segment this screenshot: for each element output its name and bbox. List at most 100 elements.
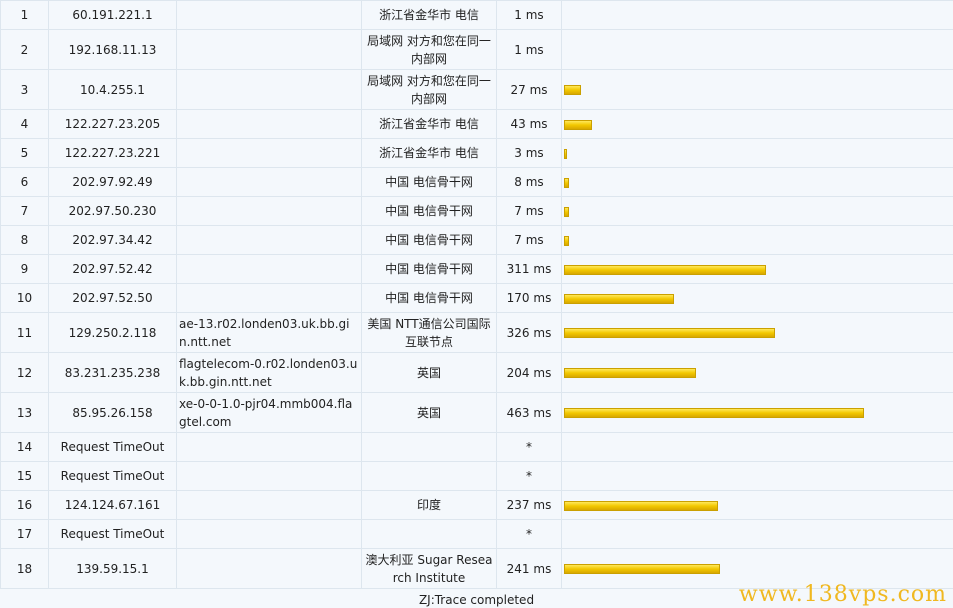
hop-location: 中国 电信骨干网 (361, 167, 497, 197)
hop-time: 241 ms (496, 548, 562, 589)
hop-ip: 129.250.2.118 (48, 312, 177, 353)
hop-number: 10 (0, 283, 49, 313)
latency-bar (564, 500, 718, 511)
latency-bar-cell (561, 167, 953, 197)
hop-hostname (176, 196, 362, 226)
hop-time: 7 ms (496, 196, 562, 226)
hop-location: 印度 (361, 490, 497, 520)
hop-location: 中国 电信骨干网 (361, 283, 497, 313)
traceroute-rows: 1 60.191.221.1 浙江省金华市 电信 1 ms 2 192.168.11.13… (0, 0, 953, 589)
hop-hostname (176, 29, 362, 70)
latency-bar (564, 119, 592, 130)
latency-bar-cell (561, 461, 953, 491)
hop-location: 中国 电信骨干网 (361, 254, 497, 284)
hop-ip: 122.227.23.205 (48, 109, 177, 139)
hop-number: 8 (0, 225, 49, 255)
hop-location: 英国 (361, 352, 497, 393)
hop-number: 6 (0, 167, 49, 197)
hop-hostname: ae-13.r02.londen03.uk.bb.gin.ntt.net (176, 312, 362, 353)
hop-location: 中国 电信骨干网 (361, 225, 497, 255)
hop-ip: 202.97.92.49 (48, 167, 177, 197)
hop-number: 4 (0, 109, 49, 139)
hop-time: 27 ms (496, 69, 562, 110)
hop-location: 浙江省金华市 电信 (361, 138, 497, 168)
hop-row: 8 202.97.34.42 中国 电信骨干网 7 ms (0, 225, 953, 255)
hop-location: 局域网 对方和您在同一内部网 (361, 29, 497, 70)
hop-location: 中国 电信骨干网 (361, 196, 497, 226)
hop-hostname (176, 519, 362, 549)
hop-hostname (176, 109, 362, 139)
hop-time: 8 ms (496, 167, 562, 197)
hop-number: 7 (0, 196, 49, 226)
latency-bar-cell (561, 254, 953, 284)
hop-time: 463 ms (496, 392, 562, 433)
latency-bar-cell (561, 283, 953, 313)
hop-location (361, 519, 497, 549)
hop-hostname (176, 0, 362, 30)
hop-hostname (176, 138, 362, 168)
hop-number: 17 (0, 519, 49, 549)
watermark-logo: www.138vps.com (738, 582, 947, 607)
hop-location: 浙江省金华市 电信 (361, 0, 497, 30)
hop-hostname (176, 167, 362, 197)
hop-hostname (176, 69, 362, 110)
hop-row: 9 202.97.52.42 中国 电信骨干网 311 ms (0, 254, 953, 284)
latency-bar-cell (561, 392, 953, 433)
hop-time: 326 ms (496, 312, 562, 353)
hop-time: 1 ms (496, 29, 562, 70)
hop-row: 1 60.191.221.1 浙江省金华市 电信 1 ms (0, 0, 953, 30)
hop-number: 18 (0, 548, 49, 589)
hop-row: 11 129.250.2.118 ae-13.r02.londen03.uk.bb.… (0, 312, 953, 353)
hop-number: 14 (0, 432, 49, 462)
hop-hostname (176, 283, 362, 313)
hop-row: 15 Request TimeOut * (0, 461, 953, 491)
latency-bar-cell (561, 432, 953, 462)
latency-bar-cell (561, 138, 953, 168)
latency-bar (564, 85, 581, 95)
hop-ip: 202.97.52.42 (48, 254, 177, 284)
hop-time: 311 ms (496, 254, 562, 284)
hop-ip: Request TimeOut (48, 519, 177, 549)
latency-bar-cell (561, 312, 953, 353)
hop-row: 18 139.59.15.1 澳大利亚 Sugar Research Institu… (0, 548, 953, 589)
latency-bar-cell (561, 519, 953, 549)
hop-time: * (496, 432, 562, 462)
latency-bar-cell (561, 225, 953, 255)
hop-hostname (176, 548, 362, 589)
hop-time: 3 ms (496, 138, 562, 168)
hop-ip: 202.97.34.42 (48, 225, 177, 255)
latency-bar (564, 328, 775, 338)
traceroute-table: 1 60.191.221.1 浙江省金华市 电信 1 ms 2 192.168.11.13… (0, 0, 953, 589)
hop-ip: 83.231.235.238 (48, 352, 177, 393)
latency-bar-cell (561, 109, 953, 139)
latency-bar (564, 148, 567, 159)
hop-number: 2 (0, 29, 49, 70)
hop-location: 局域网 对方和您在同一内部网 (361, 69, 497, 110)
hop-row: 16 124.124.67.161 印度 237 ms (0, 490, 953, 520)
hop-hostname (176, 432, 362, 462)
hop-number: 5 (0, 138, 49, 168)
hop-hostname: flagtelecom-0.r02.londen03.uk.bb.gin.ntt… (176, 352, 362, 393)
hop-ip: 60.191.221.1 (48, 0, 177, 30)
hop-row: 7 202.97.50.230 中国 电信骨干网 7 ms (0, 196, 953, 226)
latency-bar (564, 293, 674, 304)
hop-ip: Request TimeOut (48, 432, 177, 462)
latency-bar-cell (561, 548, 953, 589)
hop-ip: 192.168.11.13 (48, 29, 177, 70)
hop-location: 美国 NTT通信公司国际互联节点 (361, 312, 497, 353)
hop-row: 12 83.231.235.238 flagtelecom-0.r02.londen… (0, 352, 953, 393)
latency-bar (564, 206, 569, 217)
hop-time: 1 ms (496, 0, 562, 30)
hop-number: 12 (0, 352, 49, 393)
hop-time: 237 ms (496, 490, 562, 520)
hop-hostname: xe-0-0-1.0-pjr04.mmb004.flagtel.com (176, 392, 362, 433)
hop-location: 澳大利亚 Sugar Research Institute (361, 548, 497, 589)
hop-ip: 10.4.255.1 (48, 69, 177, 110)
latency-bar (564, 264, 766, 275)
hop-ip: 124.124.67.161 (48, 490, 177, 520)
hop-location (361, 461, 497, 491)
hop-hostname (176, 461, 362, 491)
hop-row: 2 192.168.11.13 局域网 对方和您在同一内部网 1 ms (0, 29, 953, 70)
hop-number: 11 (0, 312, 49, 353)
latency-bar (564, 408, 864, 418)
